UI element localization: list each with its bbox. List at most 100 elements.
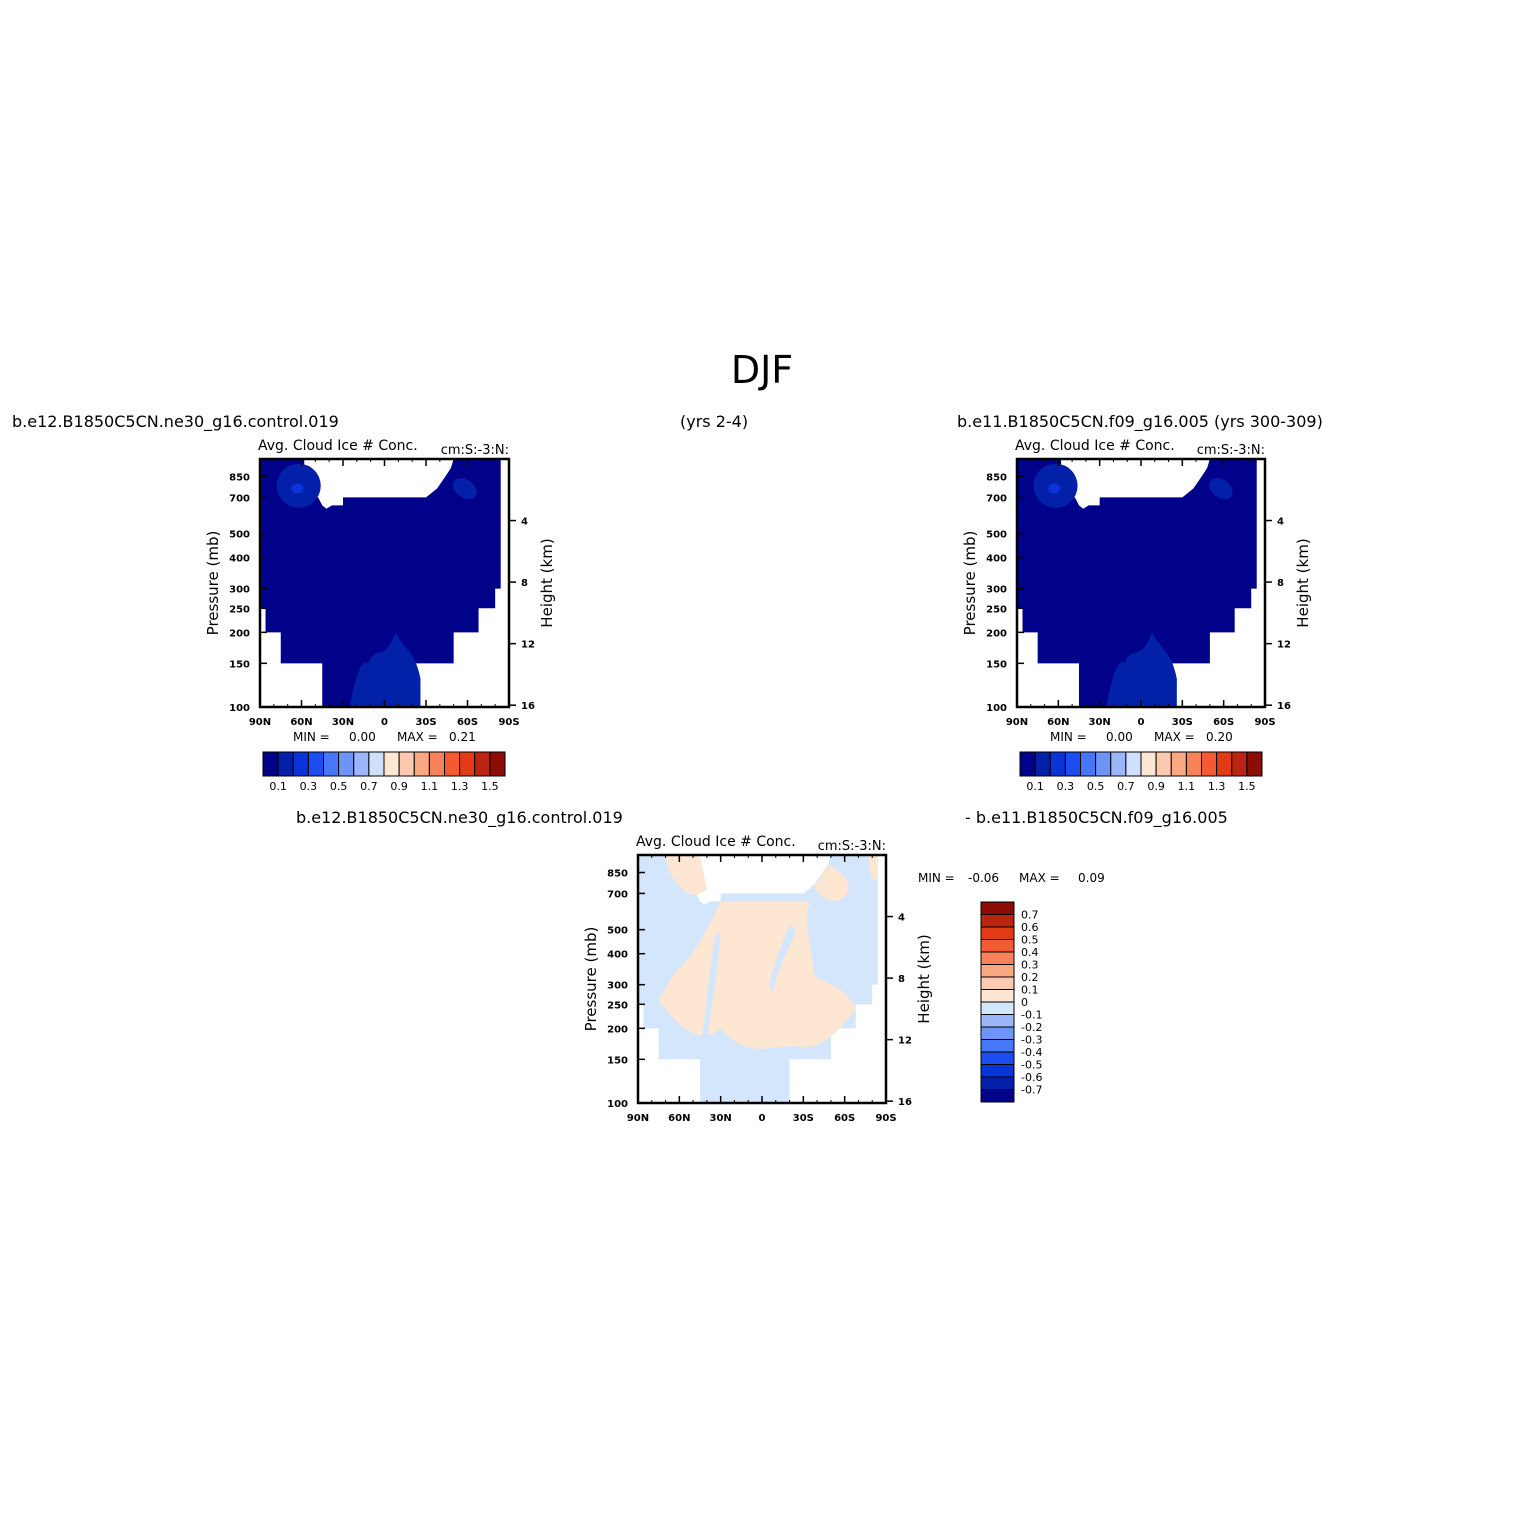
colorbar-label: 0.3	[1057, 780, 1075, 793]
colorbar-box	[1125, 751, 1142, 777]
contour-level-2	[1048, 483, 1061, 494]
colorbar-label: -0.6	[1021, 1071, 1042, 1084]
diff-case2-name: - b.e11.B1850C5CN.f09_g16.005	[965, 808, 1228, 828]
colorbar-box	[1170, 751, 1187, 777]
y-tick-label: 200	[229, 628, 250, 639]
colorbar-box	[980, 926, 1015, 940]
x-tick-label: 30S	[415, 717, 436, 728]
diff-case1-name: b.e12.B1850C5CN.ne30_g16.control.019	[296, 808, 623, 828]
x-tick-label: 60S	[1213, 717, 1234, 728]
y-tick-label: 200	[607, 1024, 628, 1035]
y-axis-label: Pressure (mb)	[582, 927, 600, 1032]
colorbar-label: -0.7	[1021, 1084, 1042, 1097]
y-tick-label: 100	[986, 703, 1007, 714]
colorbar-box	[292, 751, 309, 777]
right-tick-label: 16	[521, 701, 535, 712]
colorbar-label: 0.5	[330, 780, 348, 793]
right-tick-label: 4	[898, 913, 905, 924]
right-tick-label: 12	[1277, 640, 1291, 651]
x-tick-label: 60N	[1047, 717, 1069, 728]
max-label: MAX =	[397, 730, 438, 744]
plot-area	[638, 855, 886, 1103]
colorbar-box	[980, 964, 1015, 978]
colorbar-box	[1049, 751, 1066, 777]
missing-data-region	[682, 855, 831, 905]
colorbar-label: -0.2	[1021, 1021, 1042, 1034]
panel-subtitle: Avg. Cloud Ice # Conc.	[1015, 438, 1175, 454]
colorbar-box	[980, 1014, 1015, 1028]
contour-level-2	[291, 483, 304, 494]
contour-level-1	[452, 478, 477, 500]
colorbar-label: 1.3	[1208, 780, 1226, 793]
right-tick-label: 4	[521, 517, 528, 528]
colorbar-label: 0.7	[360, 780, 378, 793]
y-axis-label: Pressure (mb)	[961, 531, 979, 636]
colorbar-box	[413, 751, 430, 777]
colorbar-box	[474, 751, 491, 777]
y-tick-label: 300	[986, 585, 1007, 596]
y-tick-label: 150	[229, 659, 250, 670]
y-tick-label: 250	[986, 604, 1007, 615]
colorbar-box	[338, 751, 355, 777]
right-tick-label: 8	[898, 974, 905, 985]
colorbar-label: 0.9	[1147, 780, 1165, 793]
plot-area	[1017, 459, 1265, 707]
colorbar-label: -0.4	[1021, 1046, 1042, 1059]
colorbar-box	[368, 751, 385, 777]
case2-name: b.e11.B1850C5CN.f09_g16.005 (yrs 300-309…	[957, 412, 1323, 432]
contour-level-1	[1209, 478, 1233, 500]
panel-subtitle: Avg. Cloud Ice # Conc.	[636, 834, 796, 850]
colorbar-box	[383, 751, 400, 777]
y-tick-label: 700	[986, 493, 1007, 504]
colorbar-box	[980, 939, 1015, 953]
contour-level-1	[1106, 632, 1177, 707]
right-tick-label: 12	[521, 640, 535, 651]
colorbar-label: 0.5	[1021, 934, 1039, 947]
y-tick-label: 500	[607, 926, 628, 937]
contour-level-0	[1017, 459, 1265, 707]
y-tick-label: 500	[229, 530, 250, 541]
x-tick-label: 30N	[332, 717, 354, 728]
y-tick-label: 850	[986, 473, 1007, 484]
colorbar-box	[1034, 751, 1051, 777]
panel-difference: Avg. Cloud Ice # Conc. cm:S:-3:N: 90N 60N 30…	[582, 834, 1105, 1124]
panel-case2: Avg. Cloud Ice # Conc. cm:S:-3:N: 90N 60N 30…	[961, 438, 1312, 793]
colorbar-box	[1185, 751, 1202, 777]
colorbar-box	[980, 951, 1015, 965]
max-label: MAX =	[1154, 730, 1195, 744]
y-axis-label: Pressure (mb)	[204, 531, 222, 636]
contour-level-negative	[768, 925, 797, 993]
colorbar-box	[980, 1026, 1015, 1040]
y-tick-label: 700	[607, 889, 628, 900]
colorbar-box	[398, 751, 415, 777]
colorbar-label: -0.1	[1021, 1009, 1042, 1022]
y-axis-label-right: Height (km)	[538, 538, 556, 627]
panel-units: cm:S:-3:N:	[818, 839, 886, 854]
min-label: MIN =	[918, 871, 955, 885]
colorbar-box	[1095, 751, 1112, 777]
y-tick-label: 850	[607, 869, 628, 880]
max-value: 0.20	[1206, 730, 1233, 744]
min-value: 0.00	[1106, 730, 1133, 744]
colorbar-box	[980, 914, 1015, 928]
colorbar-box	[1080, 751, 1097, 777]
colorbar-label: 0.1	[1021, 984, 1039, 997]
colorbar-label: 0.6	[1021, 921, 1039, 934]
y-tick-label: 200	[986, 628, 1007, 639]
colorbar-box	[1140, 751, 1157, 777]
panel-units: cm:S:-3:N:	[1197, 443, 1265, 458]
case1-name: b.e12.B1850C5CN.ne30_g16.control.019	[12, 412, 339, 432]
x-tick-label: 60N	[668, 1113, 690, 1124]
missing-data-region	[1061, 459, 1210, 509]
colorbar-box	[1201, 751, 1218, 777]
x-tick-label: 0	[759, 1113, 766, 1124]
x-tick-label: 30S	[1172, 717, 1193, 728]
x-tick-label: 0	[1138, 717, 1145, 728]
colorbar-box	[980, 976, 1015, 990]
colorbar-label: 1.3	[451, 780, 469, 793]
y-tick-label: 400	[986, 554, 1007, 565]
colorbar-label: 0.1	[1026, 780, 1044, 793]
x-tick-label: 90N	[627, 1113, 649, 1124]
colorbar-box	[1231, 751, 1248, 777]
